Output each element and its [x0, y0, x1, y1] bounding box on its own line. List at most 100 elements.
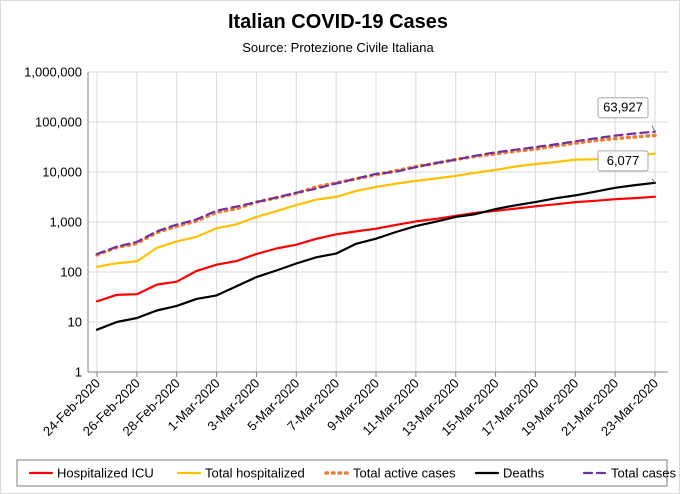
y-tick-label: 1,000 — [49, 215, 82, 230]
data-point-total-cases — [315, 187, 318, 190]
data-point-total-cases — [634, 132, 637, 135]
series-line-total-cases — [95, 130, 657, 256]
data-point-deaths — [215, 294, 218, 297]
data-point-hospitalized-icu — [155, 283, 158, 286]
data-point-deaths — [494, 208, 497, 211]
data-point-total-hospitalized — [414, 179, 417, 182]
y-tick-label: 1 — [75, 365, 82, 380]
data-point-total-hospitalized — [235, 223, 238, 226]
data-point-deaths — [514, 204, 517, 207]
data-point-total-hospitalized — [534, 163, 537, 166]
data-point-total-cases — [355, 177, 358, 180]
data-point-deaths — [175, 304, 178, 307]
data-point-total-hospitalized — [375, 185, 378, 188]
data-point-total-hospitalized — [195, 235, 198, 238]
data-point-total-hospitalized — [394, 182, 397, 185]
legend-label-hospitalized-icu: Hospitalized ICU — [57, 466, 154, 481]
data-point-total-cases — [275, 196, 278, 199]
data-point-hospitalized-icu — [115, 293, 118, 296]
data-point-total-cases — [414, 166, 417, 169]
data-point-total-hospitalized — [355, 189, 358, 192]
data-point-hospitalized-icu — [96, 300, 99, 303]
data-point-deaths — [295, 262, 298, 265]
data-point-total-hospitalized — [574, 158, 577, 161]
data-point-hospitalized-icu — [514, 207, 517, 210]
chart-title: Italian COVID-19 Cases — [228, 11, 448, 33]
data-point-hospitalized-icu — [175, 280, 178, 283]
legend-label-deaths: Deaths — [503, 466, 545, 481]
data-point-total-cases — [594, 137, 597, 140]
data-point-deaths — [96, 328, 99, 331]
data-point-total-cases — [295, 191, 298, 194]
series-line-hospitalized-icu — [95, 195, 657, 303]
callout-leader — [651, 125, 656, 132]
data-point-total-hospitalized — [594, 158, 597, 161]
data-point-hospitalized-icu — [434, 217, 437, 220]
data-point-total-cases — [375, 172, 378, 175]
data-point-total-cases — [195, 218, 198, 221]
data-point-hospitalized-icu — [614, 198, 617, 201]
data-point-total-hospitalized — [514, 165, 517, 168]
data-point-hospitalized-icu — [654, 195, 657, 198]
legend: Hospitalized ICU Total hospitalized Total … — [16, 459, 677, 487]
data-point-total-active-cases — [614, 137, 617, 140]
data-point-total-hospitalized — [315, 198, 318, 201]
data-point-hospitalized-icu — [195, 269, 198, 272]
data-point-total-cases — [235, 205, 238, 208]
series-line-total-hospitalized — [95, 152, 657, 268]
data-point-deaths — [554, 197, 557, 200]
data-point-total-hospitalized — [115, 262, 118, 265]
data-point-hospitalized-icu — [335, 233, 338, 236]
data-point-hospitalized-icu — [135, 293, 138, 296]
data-point-total-cases — [115, 245, 118, 248]
data-point-total-hospitalized — [494, 168, 497, 171]
data-point-total-cases — [454, 158, 457, 161]
data-point-deaths — [275, 269, 278, 272]
callout-label: 6,077 — [607, 153, 640, 168]
data-point-deaths — [594, 190, 597, 193]
data-point-deaths — [394, 231, 397, 234]
data-point-total-cases — [434, 162, 437, 165]
data-point-hospitalized-icu — [414, 220, 417, 223]
legend-label-total-hospitalized: Total hospitalized — [205, 466, 305, 481]
data-point-total-hospitalized — [96, 265, 99, 268]
data-point-hospitalized-icu — [594, 199, 597, 202]
data-point-deaths — [574, 194, 577, 197]
callout-box — [597, 150, 649, 172]
data-point-total-cases — [514, 148, 517, 151]
data-point-total-cases — [175, 223, 178, 226]
chart-subtitle: Source: Protezione Civile Italiana — [242, 40, 434, 55]
y-tick-label: 1,000,000 — [24, 65, 82, 80]
data-point-total-cases — [335, 182, 338, 185]
data-point-deaths — [135, 317, 138, 320]
callout-box — [597, 97, 649, 119]
data-point-hospitalized-icu — [295, 243, 298, 246]
data-point-hospitalized-icu — [554, 203, 557, 206]
data-point-total-hospitalized — [474, 171, 477, 174]
data-point-deaths — [195, 297, 198, 300]
data-point-total-hospitalized — [434, 177, 437, 180]
data-point-hospitalized-icu — [215, 263, 218, 266]
callout-leader — [651, 178, 656, 184]
data-point-deaths — [614, 186, 617, 189]
data-point-deaths — [434, 220, 437, 223]
data-point-total-cases — [574, 140, 577, 143]
data-point-total-active-cases — [654, 134, 657, 137]
legend-label-total-cases: Total cases — [611, 466, 677, 481]
data-point-hospitalized-icu — [255, 253, 258, 256]
data-point-hospitalized-icu — [355, 230, 358, 233]
data-point-total-hospitalized — [275, 210, 278, 213]
data-point-total-cases — [614, 134, 617, 137]
data-point-hospitalized-icu — [634, 197, 637, 200]
data-point-total-hospitalized — [135, 260, 138, 263]
data-point-hospitalized-icu — [375, 227, 378, 230]
series-line-deaths — [95, 181, 657, 331]
data-point-hospitalized-icu — [394, 223, 397, 226]
data-point-total-hospitalized — [155, 246, 158, 249]
y-tick-label: 10 — [68, 315, 82, 330]
data-point-total-hospitalized — [255, 215, 258, 218]
legend-label-total-active-cases: Total active cases — [353, 466, 456, 481]
data-point-total-cases — [255, 201, 258, 204]
data-point-total-cases — [394, 170, 397, 173]
